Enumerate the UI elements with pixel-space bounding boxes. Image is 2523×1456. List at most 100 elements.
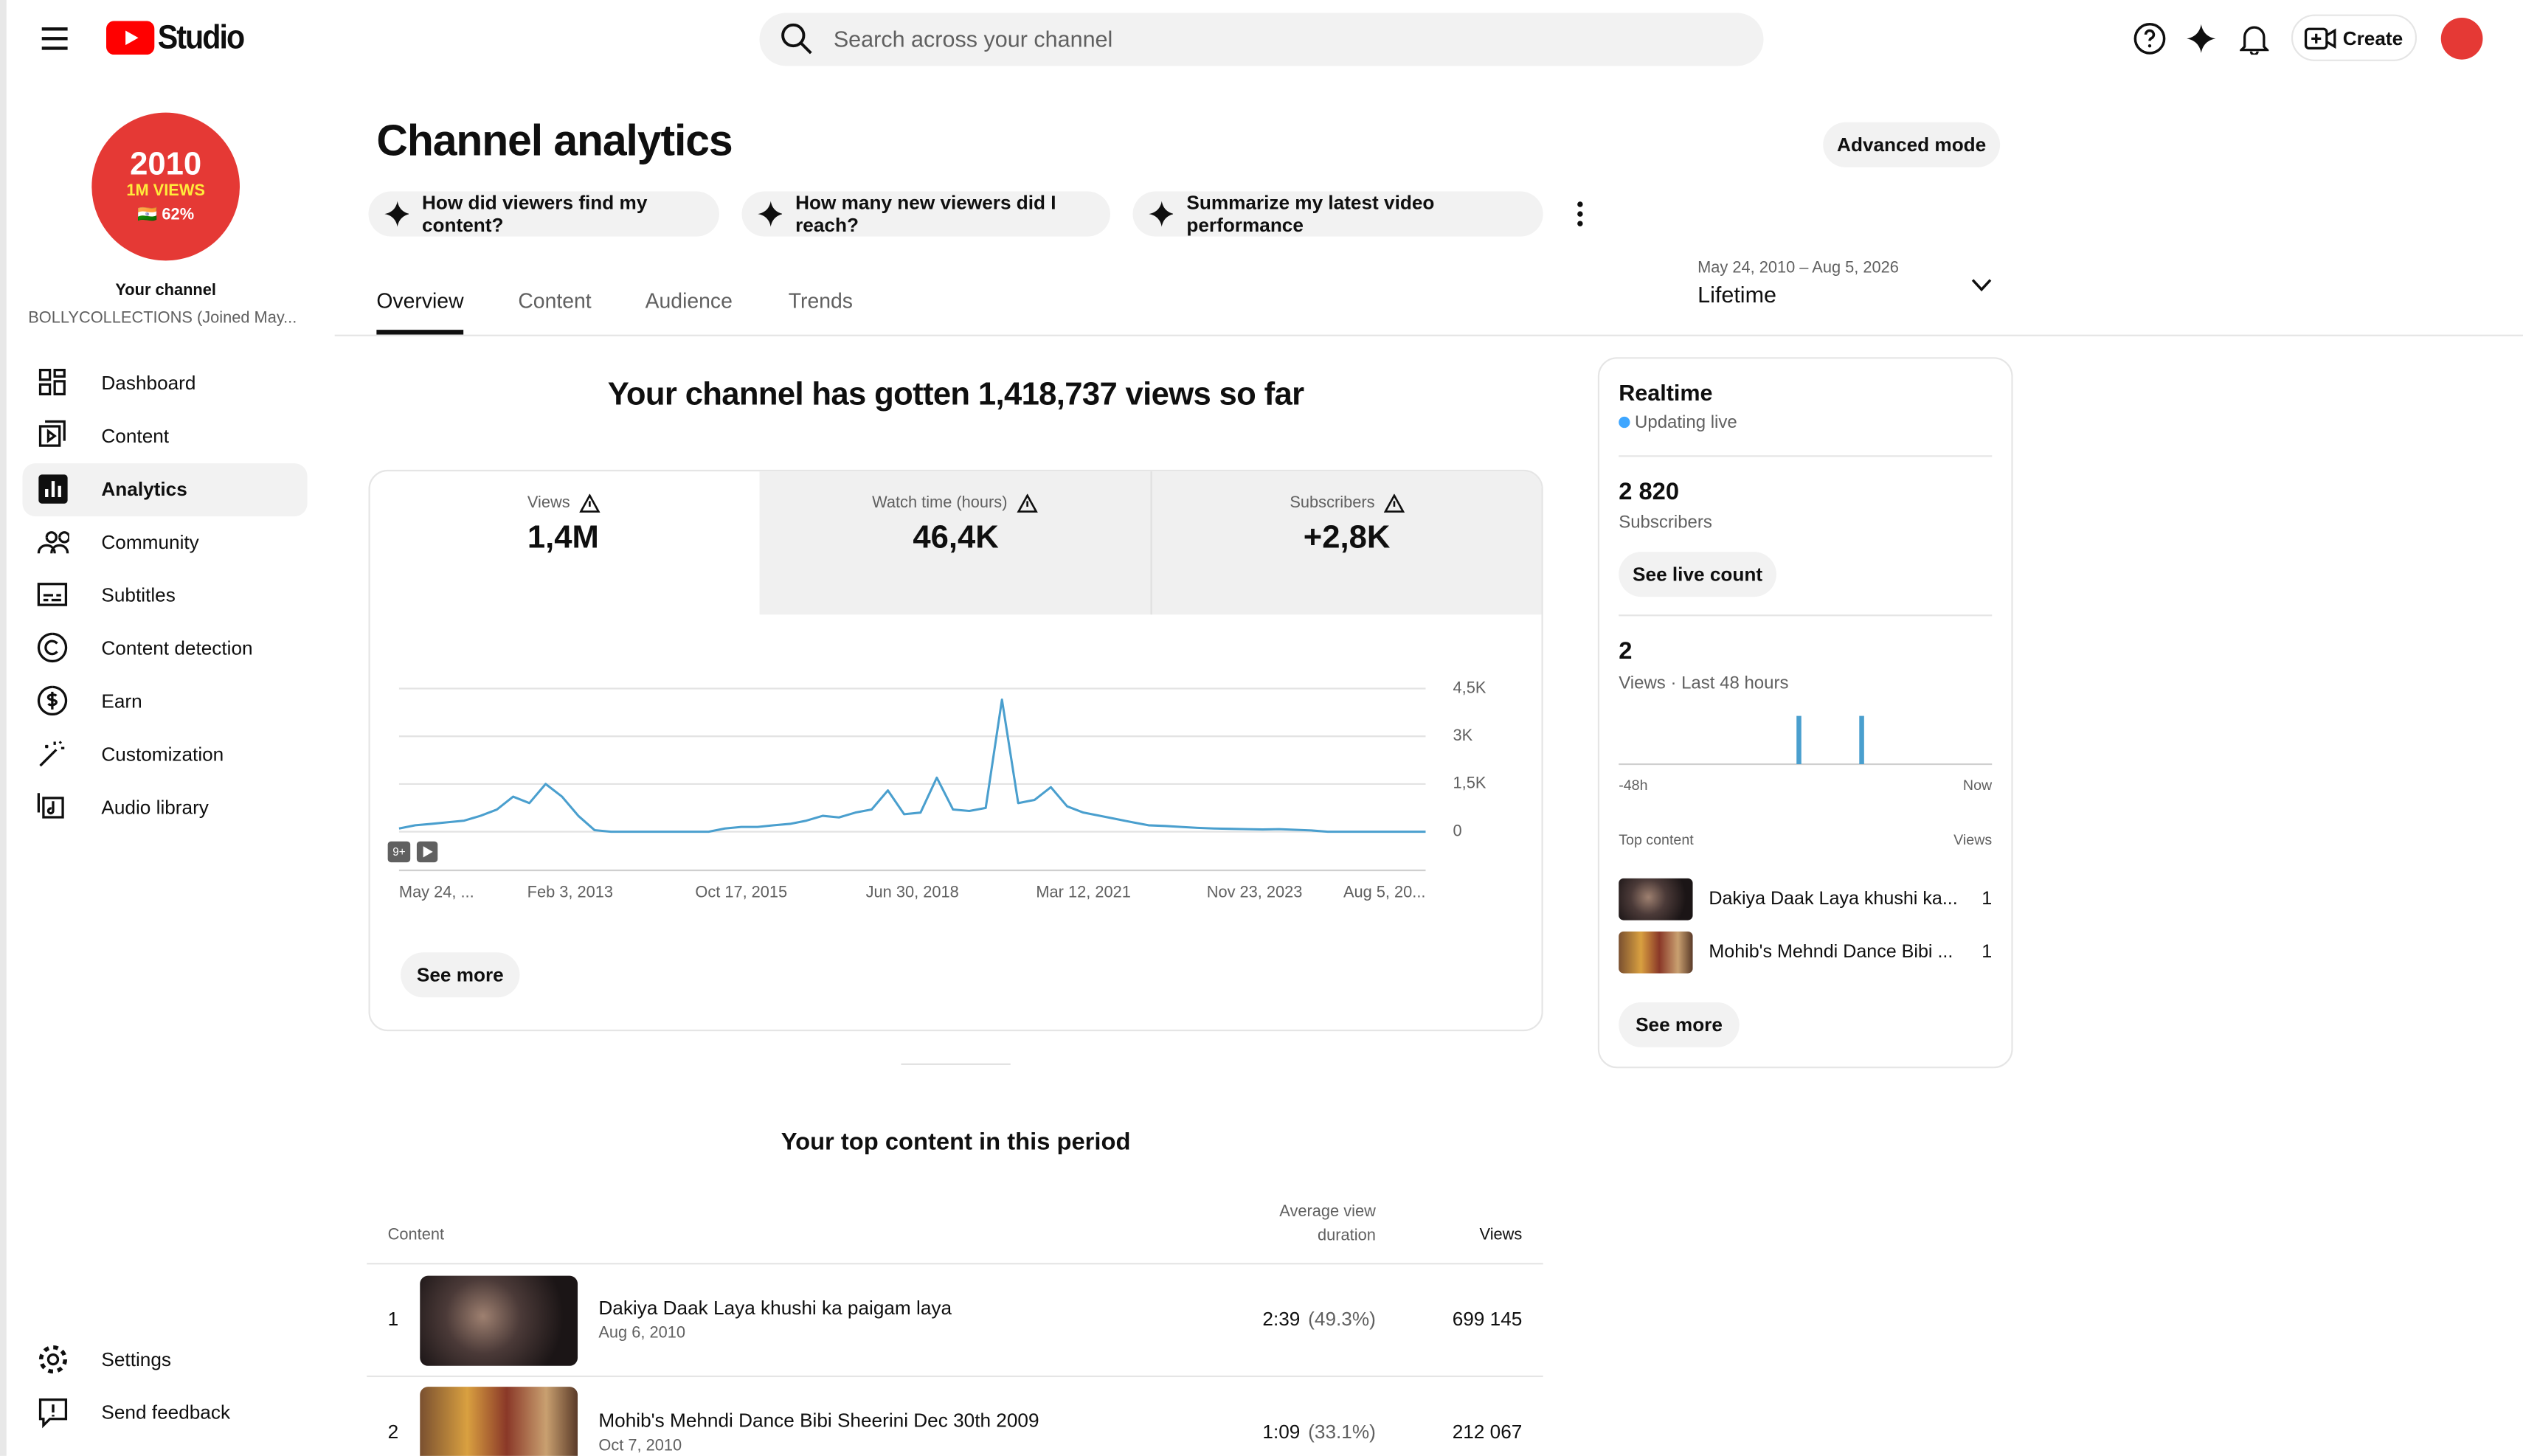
metric-value: +2,8K xyxy=(1303,520,1391,556)
help-icon[interactable] xyxy=(2133,22,2166,55)
nav-icon[interactable] xyxy=(37,526,69,558)
tab[interactable]: Audience xyxy=(645,288,733,313)
realtime-bar xyxy=(1859,715,1864,765)
sparkle-icon[interactable] xyxy=(2187,24,2216,53)
date-range: May 24, 2010 – Aug 5, 2026 xyxy=(1697,260,1899,278)
realtime-item-views: 1 xyxy=(1982,943,1993,963)
video-title: Mohib's Mehndi Dance Bibi Sheerini Dec 3… xyxy=(598,1409,1039,1432)
tab[interactable]: Content xyxy=(518,288,592,313)
x-tick-label: Mar 12, 2021 xyxy=(1036,882,1130,901)
realtime-item-title[interactable]: Dakiya Daak Laya khushi ka... xyxy=(1709,890,1958,909)
prompt-text: Summarize my latest video performance xyxy=(1186,191,1435,237)
menu-icon[interactable] xyxy=(41,24,69,53)
nav-item: Content xyxy=(101,424,170,448)
more-icon[interactable] xyxy=(1575,199,1585,228)
nav-item: Subtitles xyxy=(101,583,176,607)
search-bar[interactable] xyxy=(759,13,1764,66)
row-divider xyxy=(367,1375,1543,1378)
nav-icon[interactable] xyxy=(37,420,69,452)
nav-icon[interactable] xyxy=(37,1343,69,1376)
nav-item: Content detection xyxy=(101,637,253,660)
x-tick-label: Nov 23, 2023 xyxy=(1207,882,1303,901)
nav-item: Audio library xyxy=(101,796,209,819)
y-tick-label: 1,5K xyxy=(1453,774,1487,792)
tab[interactable]: Trends xyxy=(788,288,853,313)
avatar-year: 2010 xyxy=(130,147,202,183)
account-avatar[interactable] xyxy=(2440,17,2483,60)
realtime-views: 2 xyxy=(1619,637,1633,665)
top-content-label: Top content xyxy=(1619,831,1694,848)
logo-icon[interactable] xyxy=(105,21,155,55)
prompt-chip[interactable]: How many new viewers did I reach? xyxy=(741,191,1110,237)
metric-divider xyxy=(1150,471,1152,615)
metric-label: Watch time (hours) xyxy=(872,494,1008,513)
logo-text[interactable]: Studio xyxy=(157,19,245,57)
channel-name: BOLLYCOLLECTIONS (Joined May... xyxy=(28,309,297,327)
metric-label: Subscribers xyxy=(1290,494,1375,513)
dropdown-icon[interactable] xyxy=(1971,278,1992,293)
column-header: Views xyxy=(1479,1227,1523,1245)
period[interactable]: Lifetime xyxy=(1697,281,1777,308)
nav-item: Send feedback xyxy=(101,1401,231,1424)
sparkle-icon xyxy=(384,201,409,227)
x-tick-label: Oct 17, 2015 xyxy=(695,882,787,901)
section-divider xyxy=(901,1063,1011,1065)
nav-icon[interactable] xyxy=(37,367,69,399)
realtime-item-title[interactable]: Mohib's Mehndi Dance Bibi ... xyxy=(1709,943,1953,963)
advanced-mode-button[interactable]: Advanced mode xyxy=(1823,122,2001,167)
nav-item: Dashboard xyxy=(101,371,196,395)
metric-value: 1,4M xyxy=(527,520,599,556)
tabs-divider xyxy=(334,334,2523,336)
sparkle-icon xyxy=(1149,201,1174,227)
prompt-chip[interactable]: How did viewers find my content? xyxy=(368,191,719,237)
avatar-views: 1M VIEWS xyxy=(126,182,205,201)
metric-value: 46,4K xyxy=(913,520,999,556)
nav-active-bg xyxy=(22,463,308,517)
realtime-status: Updating live xyxy=(1635,413,1737,433)
subscriber-label: Subscribers xyxy=(1619,513,1712,533)
see-more-button[interactable]: See more xyxy=(1619,1002,1740,1047)
divider xyxy=(1619,455,1993,457)
nav-item: Community xyxy=(101,530,199,554)
video-thumbnail[interactable] xyxy=(420,1275,578,1366)
top-content-title: Your top content in this period xyxy=(781,1129,1131,1157)
tab[interactable]: Overview xyxy=(376,288,464,313)
video-thumbnail[interactable] xyxy=(420,1387,578,1456)
page-title: Channel analytics xyxy=(376,117,733,165)
create-button[interactable] xyxy=(2291,14,2418,61)
tab-underline xyxy=(376,330,464,335)
nav-item: Customization xyxy=(101,743,224,766)
realtime-views-label: Views · Last 48 hours xyxy=(1619,673,1789,694)
nav-icon[interactable] xyxy=(37,738,69,771)
nav-icon[interactable] xyxy=(37,632,69,665)
realtime-bar xyxy=(1796,715,1802,765)
realtime-item-views: 1 xyxy=(1982,890,1993,909)
y-tick-label: 0 xyxy=(1453,821,1462,839)
nav-item: Analytics xyxy=(101,477,187,501)
prompt-text: How did viewers find my content? xyxy=(421,191,648,237)
nav-icon[interactable] xyxy=(37,1396,69,1429)
live-count-button[interactable]: See live count xyxy=(1619,552,1776,597)
channel-avatar[interactable] xyxy=(91,112,240,261)
video-thumbnail[interactable] xyxy=(1619,878,1693,921)
avg-duration: 2:39 xyxy=(1262,1308,1301,1331)
see-more-button[interactable]: See more xyxy=(401,952,520,998)
nav-icon[interactable] xyxy=(37,473,69,505)
video-thumbnail[interactable] xyxy=(1619,931,1693,974)
play-glyph xyxy=(423,846,433,858)
prompt-text: How many new viewers did I reach? xyxy=(795,191,1056,237)
y-tick-label: 4,5K xyxy=(1453,678,1487,696)
nav-icon[interactable] xyxy=(37,579,69,611)
warning-icon xyxy=(1383,493,1405,513)
notifications-icon[interactable] xyxy=(2240,23,2269,55)
live-dot xyxy=(1619,416,1630,429)
prompt-chip[interactable]: Summarize my latest video performance xyxy=(1132,191,1543,237)
channel-label: Your channel xyxy=(115,282,216,300)
views: 212 067 xyxy=(1452,1420,1523,1443)
nav-icon[interactable] xyxy=(37,685,69,718)
nav-icon[interactable] xyxy=(37,791,69,824)
divider xyxy=(1619,614,1993,617)
x-tick-label: Aug 5, 20... xyxy=(1343,882,1426,901)
avg-duration: 1:09 xyxy=(1262,1420,1301,1443)
